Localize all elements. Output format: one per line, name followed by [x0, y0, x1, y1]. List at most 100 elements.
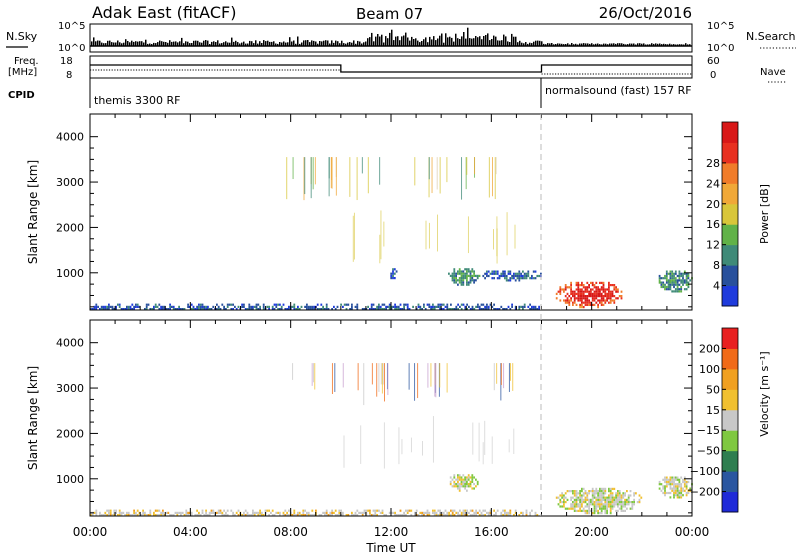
data-cell [593, 503, 596, 506]
data-cell [624, 505, 626, 508]
data-cell [631, 505, 634, 508]
data-cell [361, 511, 364, 514]
data-cell [172, 305, 175, 308]
freq-label-1: Freq. [14, 56, 39, 67]
colorbar-tick-label: 15 [706, 404, 720, 417]
data-cell [190, 308, 193, 311]
data-cell [142, 514, 144, 517]
data-cell [595, 281, 598, 284]
nsky-bar [437, 38, 439, 46]
data-cell [502, 270, 504, 273]
data-cell [678, 496, 681, 499]
data-cell [500, 514, 503, 517]
data-cell [313, 308, 315, 311]
data-cell [466, 478, 468, 481]
data-cell [564, 496, 567, 499]
data-cell [475, 511, 477, 514]
data-cell [617, 297, 619, 300]
colorbar-swatch [722, 142, 738, 164]
data-cell [538, 305, 540, 308]
colorbar-tick-label: 50 [706, 383, 720, 396]
nsky-bar [657, 43, 659, 46]
nsky-bar [547, 43, 549, 46]
data-cell [500, 305, 503, 308]
data-cell [590, 281, 592, 284]
data-cell [390, 272, 393, 275]
data-cell [678, 483, 681, 486]
nsky-bar [461, 36, 463, 46]
data-cell [342, 514, 344, 517]
data-cell [255, 303, 258, 306]
data-cell [561, 494, 563, 497]
data-cell [582, 295, 585, 298]
data-cell [586, 301, 589, 304]
nsky-bar [381, 34, 383, 46]
data-cell [466, 308, 468, 311]
nsky-bar [597, 43, 599, 46]
data-cell [376, 514, 378, 517]
data-cell [629, 501, 632, 504]
nsky-bar [159, 40, 161, 46]
data-cell [590, 509, 592, 512]
data-cell [573, 507, 576, 510]
data-cell [618, 503, 621, 506]
nsky-bar [317, 43, 319, 46]
nsky-bar [345, 43, 347, 46]
data-cell [575, 303, 578, 306]
data-cell [674, 485, 677, 488]
nsky-bar [333, 42, 335, 46]
data-cell [674, 281, 677, 284]
data-cell [147, 303, 150, 306]
data-cell [149, 509, 152, 512]
data-cell [665, 270, 668, 273]
data-cell [259, 511, 261, 514]
data-cell [115, 509, 117, 512]
data-cell [573, 505, 576, 508]
data-cell [446, 303, 449, 306]
data-cell [131, 303, 134, 306]
data-cell [421, 514, 423, 517]
data-cell [307, 514, 310, 517]
data-cell [210, 511, 213, 514]
data-cell [448, 272, 450, 275]
nsky-bar [261, 43, 263, 46]
data-cell [345, 514, 348, 517]
data-cell [331, 511, 333, 514]
data-cell [527, 305, 530, 308]
data-cell [505, 279, 508, 282]
data-cell [658, 480, 661, 484]
data-cell [473, 308, 476, 311]
data-cell [673, 272, 675, 275]
data-cell [433, 511, 436, 514]
data-cell [513, 274, 515, 278]
data-cell [606, 507, 608, 510]
data-cell [241, 303, 243, 306]
data-cell [172, 308, 175, 311]
data-cell [223, 509, 225, 512]
data-cell [680, 274, 683, 278]
data-cell [597, 494, 599, 497]
data-cell [133, 509, 135, 512]
data-cell [522, 511, 524, 514]
data-cell [108, 308, 110, 311]
data-cell [680, 281, 683, 284]
nsky-bar [95, 41, 97, 46]
nsky-bar [321, 41, 323, 46]
data-cell [460, 480, 463, 483]
data-cell [673, 274, 675, 278]
data-cell [467, 478, 470, 481]
data-cell [568, 301, 571, 304]
data-cell [259, 305, 261, 308]
data-cell [399, 308, 402, 311]
data-cell [626, 490, 628, 493]
data-cell [381, 509, 384, 512]
data-cell [563, 501, 565, 504]
nsky-bar [655, 43, 657, 46]
data-cell [673, 283, 675, 286]
data-cell [665, 485, 668, 488]
data-cell [379, 511, 382, 514]
data-cell [671, 476, 674, 479]
data-cell [564, 492, 567, 495]
data-cell [441, 308, 443, 311]
data-cell [531, 308, 533, 311]
